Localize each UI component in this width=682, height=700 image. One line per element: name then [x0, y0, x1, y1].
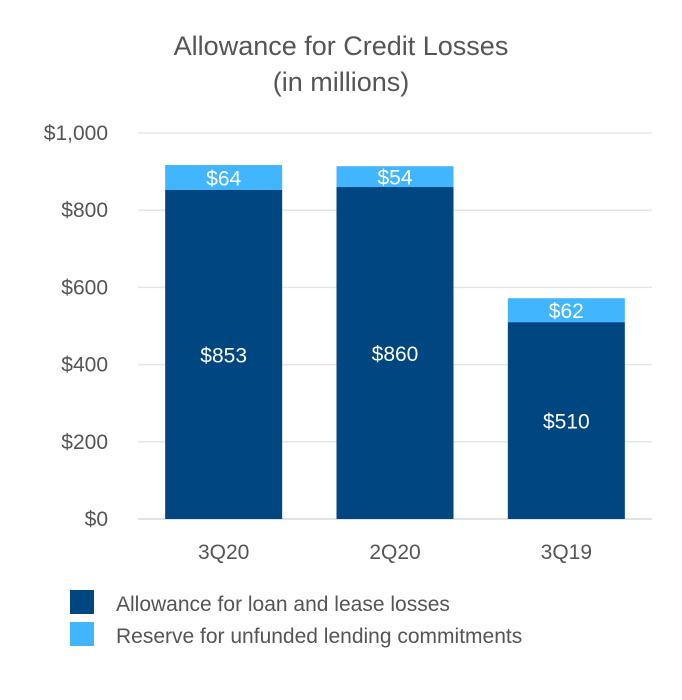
data-label: $853	[200, 344, 247, 367]
y-tick-label: $200	[61, 431, 108, 454]
y-tick-label: $0	[85, 508, 108, 531]
data-label: $62	[549, 300, 584, 323]
chart-title-line-1: Allowance for Credit Losses	[174, 31, 509, 61]
bar-segment-loan-lease-losses	[165, 189, 283, 519]
data-label: $510	[543, 411, 590, 434]
bar-segment-loan-lease-losses	[507, 322, 625, 519]
bar-segment-unfunded-commitments	[336, 166, 454, 188]
y-axis: $0 $200 $400 $600 $800 $1,000	[44, 122, 108, 531]
y-tick-label: $600	[61, 276, 108, 299]
chart-title-line-2: (in millions)	[273, 67, 410, 97]
data-label: $860	[372, 343, 419, 366]
legend-label: Allowance for loan and lease losses	[116, 593, 450, 616]
x-category-label: 3Q19	[541, 541, 592, 564]
y-tick-label: $1,000	[44, 122, 108, 145]
legend: Allowance for loan and lease losses Reser…	[70, 590, 522, 648]
legend-label: Reserve for unfunded lending commitments	[116, 625, 522, 648]
bar-segment-unfunded-commitments	[507, 298, 625, 323]
data-label: $64	[206, 167, 241, 190]
legend-swatch	[70, 622, 94, 646]
bar-segment-loan-lease-losses	[336, 187, 454, 520]
chart-title: Allowance for Credit Losses (in millions…	[174, 31, 509, 97]
x-category-label: 2Q20	[369, 541, 420, 564]
x-axis: 3Q20 2Q20 3Q19	[198, 541, 592, 564]
y-tick-label: $400	[61, 354, 108, 377]
y-tick-label: $800	[61, 199, 108, 222]
data-label: $54	[377, 167, 412, 190]
bar-segment-unfunded-commitments	[165, 165, 283, 190]
x-category-label: 3Q20	[198, 541, 249, 564]
bars: $853 $64 $860 $54 $510 $62	[165, 165, 625, 520]
legend-swatch	[70, 590, 94, 614]
